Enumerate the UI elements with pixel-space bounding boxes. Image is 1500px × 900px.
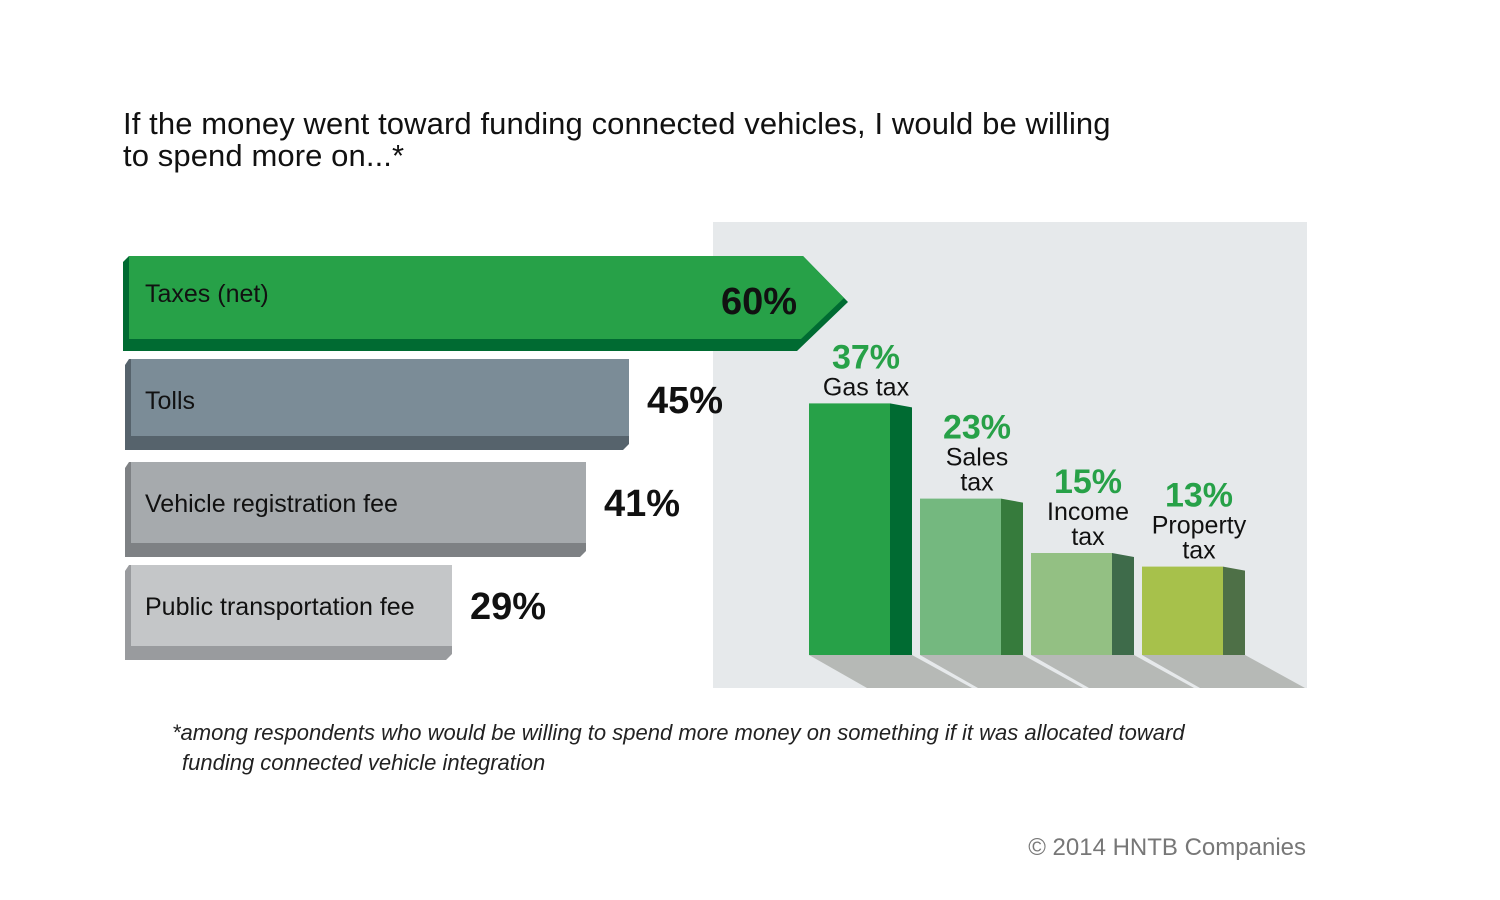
footnote-line-2: funding connected vehicle integration bbox=[182, 750, 546, 775]
hbar-group-public-transportation-fee: Public transportation fee 29% bbox=[125, 565, 546, 660]
vbar-label-gas-tax-line-1: Gas tax bbox=[823, 373, 910, 401]
vbar-label-property-tax-line-1: Property bbox=[1152, 512, 1247, 540]
vbar-floor-shadow-income-tax bbox=[1031, 655, 1194, 688]
vbar-value-property-tax: 13% bbox=[1165, 477, 1233, 515]
vbar-side-income-tax bbox=[1112, 553, 1134, 655]
hbar-shadow-public-transportation-fee bbox=[125, 565, 452, 660]
vbar-label-income-tax-line-1: Income bbox=[1047, 498, 1129, 526]
vbar-income-tax bbox=[1031, 553, 1112, 655]
copyright: © 2014 HNTB Companies bbox=[1028, 834, 1306, 861]
footnote: *among respondents who would be willing … bbox=[172, 718, 1292, 778]
vbar-floor-shadow-property-tax bbox=[1142, 655, 1305, 688]
vbar-side-sales-tax bbox=[1001, 498, 1023, 655]
hbar-value-tolls: 45% bbox=[647, 380, 723, 422]
vbar-property-tax bbox=[1142, 566, 1223, 655]
hbar-label-tolls: Tolls bbox=[145, 387, 195, 415]
hbar-vehicle-registration-fee bbox=[131, 462, 586, 543]
vbar-sales-tax bbox=[920, 498, 1001, 655]
chart-title: If the money went toward funding connect… bbox=[123, 108, 1243, 172]
hbar-label-public-transportation-fee: Public transportation fee bbox=[145, 593, 415, 621]
vbar-value-income-tax: 15% bbox=[1054, 463, 1122, 501]
horizontal-bars: Taxes (net) 60% Tolls 45% Vehicle registrati… bbox=[123, 256, 848, 660]
hbar-group-vehicle-registration-fee: Vehicle registration fee 41% bbox=[125, 462, 680, 557]
hbar-public-transportation-fee bbox=[131, 565, 452, 646]
hbar-value-taxes-net: 60% bbox=[721, 281, 797, 323]
vbar-value-gas-tax: 37% bbox=[832, 338, 900, 376]
hbar-taxes-net bbox=[129, 256, 844, 339]
vbar-side-property-tax bbox=[1223, 566, 1245, 655]
vbar-gas-tax bbox=[809, 403, 890, 655]
hbar-value-vehicle-registration-fee: 41% bbox=[604, 483, 680, 525]
footnote-line-1: *among respondents who would be willing … bbox=[172, 720, 1185, 745]
hbar-label-vehicle-registration-fee: Vehicle registration fee bbox=[145, 490, 398, 518]
vbar-value-sales-tax: 23% bbox=[943, 409, 1011, 447]
vertical-bars: Gas tax37%taxSales23%taxIncome15%taxProp… bbox=[809, 338, 1305, 688]
vbar-floor-shadow-sales-tax bbox=[920, 655, 1083, 688]
hbar-label-taxes-net: Taxes (net) bbox=[145, 280, 269, 308]
hbar-shadow-tolls bbox=[125, 359, 629, 450]
vbar-label-property-tax-line-2: tax bbox=[1182, 537, 1216, 565]
hbar-group-tolls: Tolls 45% bbox=[125, 359, 723, 450]
hbar-tolls bbox=[131, 359, 629, 436]
vbar-label-sales-tax-line-2: tax bbox=[960, 469, 994, 497]
chart-title-line-2: to spend more on...* bbox=[123, 138, 405, 173]
chart-title-line-1: If the money went toward funding connect… bbox=[123, 106, 1111, 141]
vbar-side-gas-tax bbox=[890, 403, 912, 655]
vbar-label-sales-tax-line-1: Sales bbox=[946, 444, 1009, 472]
hbar-group-taxes-net: Taxes (net) 60% bbox=[123, 256, 848, 351]
vbar-label-income-tax-line-2: tax bbox=[1071, 523, 1105, 551]
hbar-shadow-vehicle-registration-fee bbox=[125, 462, 586, 557]
vbar-floor-shadow-gas-tax bbox=[809, 655, 972, 688]
hbar-value-public-transportation-fee: 29% bbox=[470, 586, 546, 628]
